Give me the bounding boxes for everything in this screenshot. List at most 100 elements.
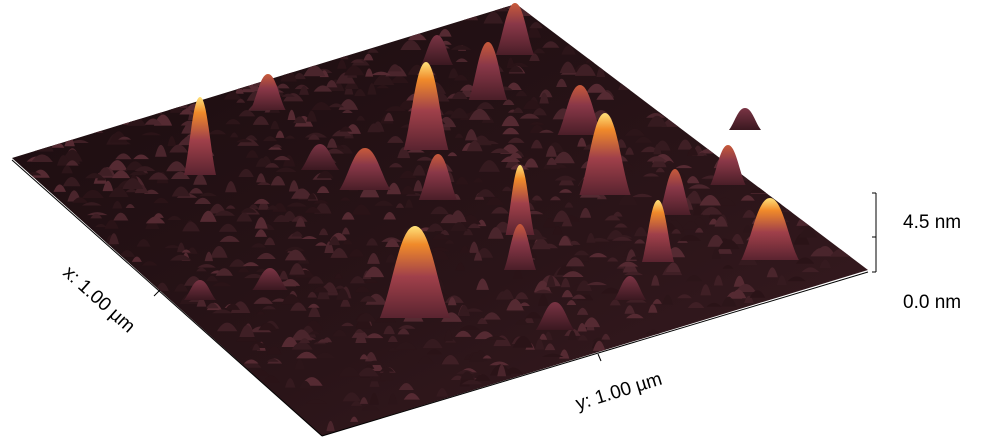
- surface-grain: [742, 209, 757, 218]
- surface-grain: [819, 259, 832, 269]
- surface-grain: [385, 254, 397, 263]
- surface-peak: [495, 3, 535, 55]
- surface-grain: [236, 212, 253, 222]
- surface-grain: [275, 167, 297, 172]
- surface-grain: [400, 185, 416, 195]
- surface-grain: [307, 276, 324, 284]
- surface-grain: [108, 187, 129, 197]
- surface-grain: [255, 158, 269, 167]
- surface-grain: [699, 194, 721, 206]
- surface-grain: [332, 329, 348, 337]
- surface-grain: [539, 129, 554, 133]
- surface-grain: [376, 84, 390, 89]
- surface-grain: [299, 338, 311, 344]
- surface-grain: [403, 393, 420, 400]
- surface-grain: [515, 90, 528, 97]
- surface-grain: [301, 235, 318, 240]
- surface-grain: [239, 325, 255, 338]
- surface-grain: [614, 223, 628, 228]
- surface-grain: [351, 204, 371, 215]
- surface-grain: [529, 124, 545, 133]
- surface-grain: [430, 206, 449, 215]
- surface-grain: [256, 181, 271, 186]
- surface-grain: [338, 366, 361, 377]
- surface-grain: [507, 137, 525, 143]
- surface-grain: [693, 203, 703, 216]
- surface-grain: [340, 197, 351, 201]
- surface-grain: [618, 193, 638, 206]
- surface-grain: [387, 136, 404, 143]
- surface-grain: [366, 360, 384, 366]
- surface-peak: [659, 169, 691, 215]
- surface-grain: [514, 292, 529, 300]
- surface-grain: [383, 211, 396, 220]
- surface-grain: [554, 175, 577, 181]
- surface-grain: [718, 239, 740, 250]
- surface-grain: [604, 215, 621, 221]
- surface-grain: [264, 163, 280, 168]
- surface-grain: [342, 239, 353, 245]
- surface-grain: [533, 280, 552, 293]
- surface-grain: [308, 331, 321, 335]
- surface-grain: [612, 211, 623, 217]
- surface-grain: [354, 286, 371, 293]
- surface-grain: [307, 291, 318, 298]
- surface-grain: [707, 234, 725, 247]
- surface-grain: [141, 132, 162, 136]
- surface-grain: [577, 322, 587, 332]
- surface-grain: [162, 104, 184, 111]
- surface-grain: [293, 72, 306, 80]
- surface-grain: [291, 231, 303, 237]
- surface-grain: [280, 69, 297, 82]
- surface-grain: [344, 65, 365, 76]
- surface-grain: [618, 78, 635, 90]
- z-scale-bottom-label: 0.0 nm: [903, 292, 961, 313]
- surface-peak: [418, 154, 458, 200]
- surface-grain: [634, 227, 648, 237]
- surface-grain: [469, 241, 480, 253]
- surface-grain: [316, 186, 330, 194]
- surface-grain: [386, 182, 402, 195]
- surface-grain: [487, 227, 504, 239]
- surface-grain: [588, 253, 608, 258]
- surface-grain: [112, 200, 123, 209]
- surface-grain: [394, 341, 417, 350]
- surface-grain: [686, 175, 700, 184]
- surface-grain: [566, 299, 577, 306]
- surface-grain: [230, 132, 239, 138]
- surface-grain: [107, 160, 128, 171]
- surface-grain: [270, 120, 280, 130]
- surface-grain: [722, 265, 734, 269]
- surface-grain: [426, 349, 443, 355]
- surface-grain: [167, 136, 177, 147]
- surface-grain: [675, 165, 693, 169]
- surface-grain: [474, 374, 491, 381]
- surface-grain: [530, 139, 543, 149]
- surface-grain: [196, 267, 207, 272]
- surface-grain: [366, 238, 378, 246]
- surface-grain: [167, 215, 182, 220]
- surface-grain: [810, 248, 832, 257]
- surface-grain: [166, 161, 187, 172]
- surface-grain: [721, 296, 737, 307]
- surface-peak: [339, 148, 391, 190]
- surface-grain: [787, 276, 806, 282]
- surface-grain: [512, 268, 523, 280]
- surface-grain: [447, 152, 458, 157]
- surface-grain: [428, 151, 438, 156]
- surface-grain: [86, 212, 108, 216]
- surface-grain: [576, 307, 589, 315]
- surface-grain: [405, 199, 414, 208]
- surface-peak: [579, 113, 631, 195]
- surface-grain: [267, 346, 282, 355]
- surface-grain: [506, 298, 524, 311]
- surface-grain: [450, 45, 472, 50]
- surface-grain: [687, 147, 699, 156]
- surface-grain: [291, 329, 313, 341]
- surface-grain: [733, 275, 746, 287]
- surface-grain: [634, 136, 653, 143]
- surface-grain: [243, 359, 259, 364]
- surface-grain: [194, 197, 211, 205]
- x-axis-line: [11, 159, 323, 437]
